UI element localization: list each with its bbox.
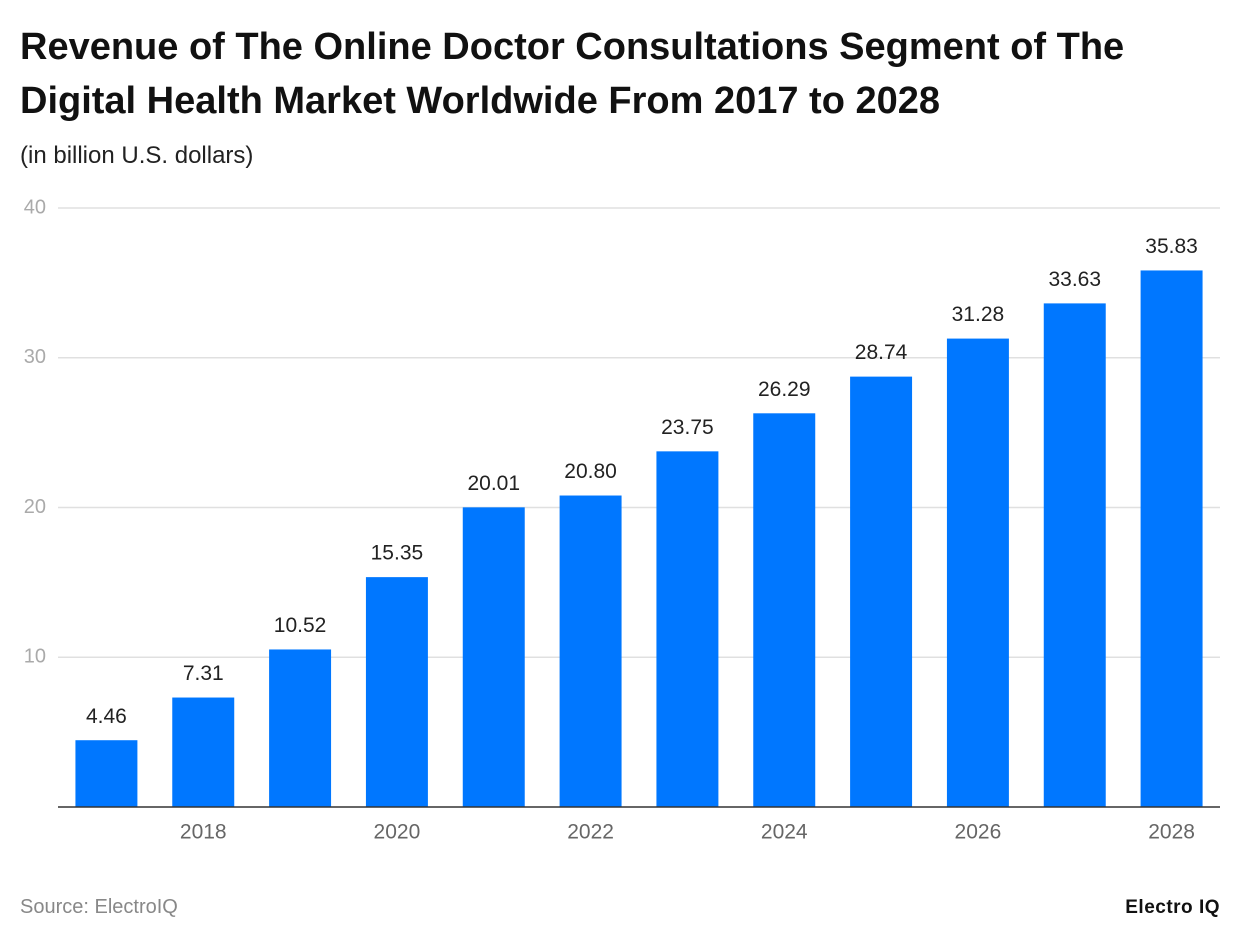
x-tick-label: 2018 [180, 821, 227, 844]
y-tick-label: 40 [24, 196, 46, 218]
bar [269, 649, 332, 807]
bar [172, 697, 235, 807]
data-label: 7.31 [183, 662, 224, 685]
data-label: 35.83 [1145, 235, 1198, 258]
bar [1043, 303, 1106, 807]
y-tick-label: 30 [24, 346, 46, 368]
x-tick-label: 2022 [567, 821, 614, 844]
chart-title: Revenue of The Online Doctor Consultatio… [20, 26, 1125, 122]
data-label: 4.46 [86, 705, 127, 728]
chart: 10 20 30 40 4.46 2018 7.31 10.52 2020 15.35 20.01 2… [24, 196, 1220, 844]
data-label: 20.01 [467, 472, 520, 495]
data-label: 33.63 [1048, 268, 1101, 291]
data-label: 26.29 [758, 378, 811, 401]
bar [462, 507, 525, 807]
source-note: Source: ElectroIQ [20, 896, 178, 918]
x-tick-label: 2026 [955, 821, 1002, 844]
bar [946, 338, 1009, 807]
x-tick-label: 2020 [374, 821, 421, 844]
bar [753, 413, 816, 807]
bar [559, 495, 622, 807]
x-tick-label: 2024 [761, 821, 808, 844]
data-label: 10.52 [274, 614, 327, 637]
x-tick-label: 2028 [1148, 821, 1195, 844]
brand-logo: Electro IQ [1125, 897, 1220, 918]
data-label: 28.74 [855, 341, 908, 364]
data-label: 15.35 [371, 542, 424, 565]
data-label: 20.80 [564, 460, 617, 483]
data-label: 31.28 [952, 303, 1005, 326]
y-tick-label: 20 [24, 496, 46, 518]
bar [365, 577, 428, 807]
bar [656, 451, 719, 807]
data-label: 23.75 [661, 416, 714, 439]
y-tick-label: 10 [24, 646, 46, 668]
bar [850, 376, 913, 807]
bar [75, 740, 138, 807]
chart-subtitle: (in billion U.S. dollars) [20, 142, 254, 169]
bar [1140, 270, 1203, 807]
